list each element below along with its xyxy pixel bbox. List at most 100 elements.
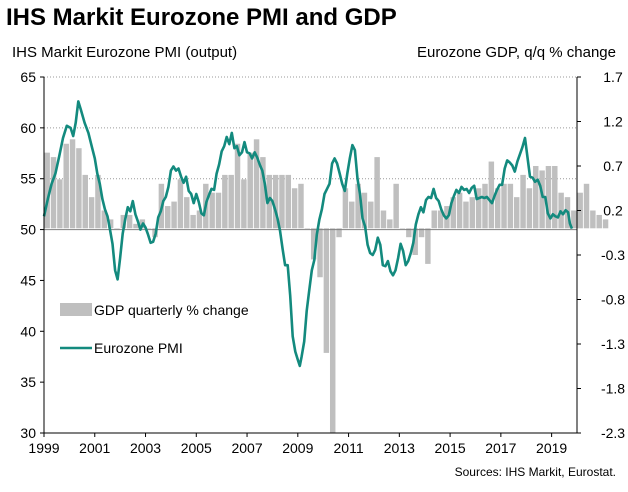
x-axis-ticks: 1999 2001 2003 2005 2007 2009 2011 2013 2015 2017… xyxy=(28,433,567,456)
right-tick-label: 0.7 xyxy=(603,158,623,174)
gdp-bar xyxy=(285,174,292,229)
right-tick-label: -1.8 xyxy=(601,381,625,397)
pmi-line xyxy=(42,100,574,368)
gdp-bar xyxy=(450,197,456,229)
gdp-bar xyxy=(355,183,361,229)
gdp-bar xyxy=(482,183,488,229)
gdp-bars xyxy=(44,139,609,433)
gdp-bar xyxy=(329,228,336,433)
left-tick-label: 55 xyxy=(20,171,36,187)
gdp-bar xyxy=(272,174,279,229)
gdp-bar xyxy=(418,228,425,238)
gdp-bar xyxy=(241,179,247,229)
gdp-bar xyxy=(120,214,127,229)
gdp-bar xyxy=(507,183,514,229)
gdp-bar xyxy=(393,183,399,229)
right-tick-label: -2.3 xyxy=(601,425,625,441)
left-tick-label: 60 xyxy=(20,120,36,136)
gdp-bar xyxy=(228,174,234,229)
gdp-bar xyxy=(215,192,222,229)
left-axis-ticks: 65 60 55 50 45 40 35 30 xyxy=(20,69,44,441)
gdp-bar xyxy=(50,157,57,229)
left-tick-label: 45 xyxy=(20,272,36,288)
gdp-bar xyxy=(380,210,387,229)
gdp-bar xyxy=(552,166,558,229)
x-tick-label: 2015 xyxy=(435,440,466,456)
gdp-bar xyxy=(133,223,139,229)
gdp-bar xyxy=(349,201,355,229)
gdp-bar xyxy=(234,143,241,229)
gdp-bar xyxy=(342,188,349,229)
gdp-bar xyxy=(368,201,374,229)
gdp-bar xyxy=(526,188,533,229)
gdp-bar xyxy=(323,228,330,353)
gdp-bar xyxy=(501,183,507,229)
gdp-bar xyxy=(374,157,380,229)
gdp-bar xyxy=(88,197,95,229)
gdp-bar xyxy=(520,174,526,229)
gdp-bar xyxy=(260,157,266,229)
gdp-bar xyxy=(361,192,368,229)
gdp-bar xyxy=(406,228,412,238)
gdp-bar xyxy=(437,210,444,229)
gridlines xyxy=(44,76,577,180)
gdp-bar xyxy=(583,183,590,229)
gdp-bar xyxy=(513,197,520,229)
axes xyxy=(43,77,578,434)
right-tick-label: 1.2 xyxy=(603,114,623,130)
gdp-bar xyxy=(298,183,304,229)
gdp-bar xyxy=(545,166,552,229)
x-tick-label: 2009 xyxy=(282,440,313,456)
gdp-bar xyxy=(494,188,501,229)
gdp-bar xyxy=(412,228,418,255)
x-tick-label: 2019 xyxy=(536,440,567,456)
gdp-bar xyxy=(475,188,482,229)
right-tick-label: -0.3 xyxy=(601,247,625,263)
gdp-bar xyxy=(95,174,101,229)
x-tick-label: 2013 xyxy=(384,440,415,456)
gdp-bar xyxy=(165,206,171,229)
left-axis-label: IHS Markit Eurozone PMI (output) xyxy=(12,44,238,61)
left-tick-label: 30 xyxy=(20,425,36,441)
gdp-bar xyxy=(291,188,298,229)
gdp-bar xyxy=(177,179,184,229)
gdp-bar xyxy=(247,152,253,229)
gdp-bar xyxy=(279,174,285,229)
right-tick-label: -0.8 xyxy=(601,292,625,308)
right-axis-ticks: 1.7 1.2 0.7 0.2 -0.3 -0.8 -1.3 -1.8 -2.3 xyxy=(577,69,625,441)
legend: GDP quarterly % change Eurozone PMI xyxy=(60,302,249,356)
gdp-bar xyxy=(196,210,203,229)
pmi-series-line xyxy=(42,100,574,368)
gdp-bar xyxy=(253,139,260,229)
gdp-bar xyxy=(76,148,82,229)
gdp-bar xyxy=(602,219,609,229)
gdp-bar xyxy=(209,192,215,229)
source-note: Sources: IHS Markit, Eurostat. xyxy=(454,465,616,479)
x-tick-label: 1999 xyxy=(28,440,59,456)
gdp-bar xyxy=(171,201,177,229)
gdp-bar xyxy=(126,214,133,229)
x-tick-label: 2003 xyxy=(130,440,161,456)
gdp-bar xyxy=(57,179,63,229)
right-axis-label: Eurozone GDP, q/q % change xyxy=(416,44,616,61)
gdp-bar xyxy=(571,210,577,229)
x-tick-label: 2001 xyxy=(79,440,110,456)
gdp-bar xyxy=(114,228,120,229)
gdp-bar xyxy=(69,139,76,229)
gdp-bar xyxy=(488,161,495,229)
legend-gdp-swatch xyxy=(60,303,92,316)
left-tick-label: 50 xyxy=(20,222,36,238)
gdp-bar xyxy=(190,214,196,229)
chart-title: IHS Markit Eurozone PMI and GDP xyxy=(6,4,397,31)
gdp-bar xyxy=(539,170,545,229)
x-tick-label: 2017 xyxy=(485,440,516,456)
gdp-bar xyxy=(222,174,228,229)
gdp-bar xyxy=(317,228,323,278)
gdp-bar xyxy=(107,219,114,229)
legend-pmi-label: Eurozone PMI xyxy=(94,340,183,356)
gdp-bar xyxy=(590,210,596,229)
gdp-bar xyxy=(63,143,69,229)
left-tick-label: 40 xyxy=(20,323,36,339)
